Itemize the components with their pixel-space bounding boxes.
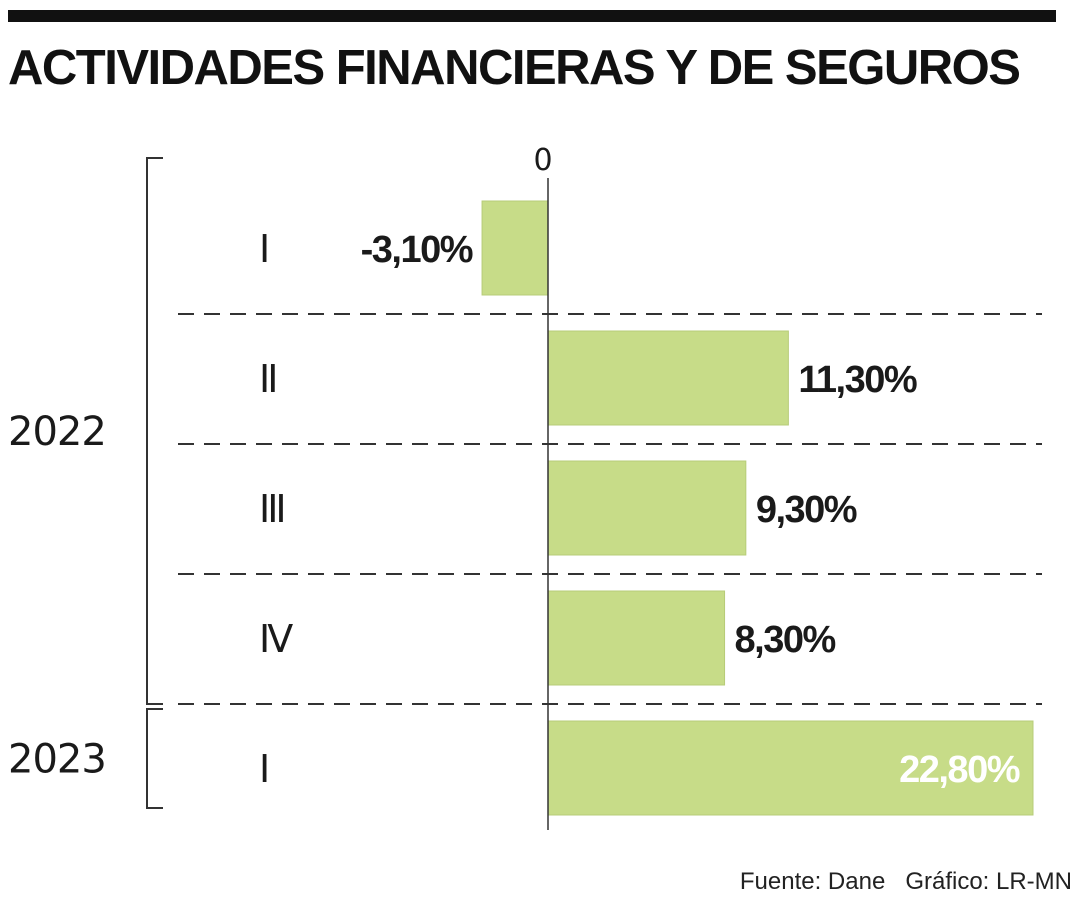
year-label-2022: 2022 [8, 409, 106, 455]
credit-note: Gráfico: LR-MN [905, 868, 1072, 895]
year-brackets: 2022 2023 [8, 157, 163, 809]
data-label: 22,80% [899, 749, 1020, 791]
year-label-2023: 2023 [8, 737, 106, 783]
data-label: 9,30% [756, 489, 857, 531]
chart-title: ACTIVIDADES FINANCIERAS Y DE SEGUROS [8, 41, 1021, 95]
bar-2022-III [547, 460, 747, 556]
year-bracket-2022 [146, 157, 163, 705]
year-bracket-2023 [146, 708, 163, 809]
bar-2022-I [481, 200, 549, 296]
x-tick-label: 0 [533, 143, 552, 178]
bar-2022-II [547, 330, 789, 426]
data-label: 11,30% [798, 359, 916, 401]
source-note: Fuente: Dane [739, 868, 886, 895]
quarter-label: IV [259, 617, 293, 661]
footer-spacer [885, 868, 905, 895]
footer-credit: Fuente: Dane Gráfico: LR-MN [740, 868, 1072, 896]
zero-axis: 0 [533, 143, 553, 830]
bar-2022-IV [547, 590, 726, 686]
bar-2023-I [547, 720, 1034, 816]
data-label: -3,10% [361, 229, 473, 271]
labels-layer: -3,10% I 11,30% II 9,30% III 8,30% IV 22,80% I [259, 227, 1021, 791]
top-rule [8, 10, 1056, 22]
quarter-label: I [259, 227, 267, 271]
quarter-label: III [259, 487, 284, 531]
quarter-label: II [259, 357, 275, 401]
quarter-label: I [259, 747, 267, 791]
row-separators [178, 313, 1042, 705]
bars-layer [481, 200, 1034, 816]
data-label: 8,30% [735, 619, 836, 661]
